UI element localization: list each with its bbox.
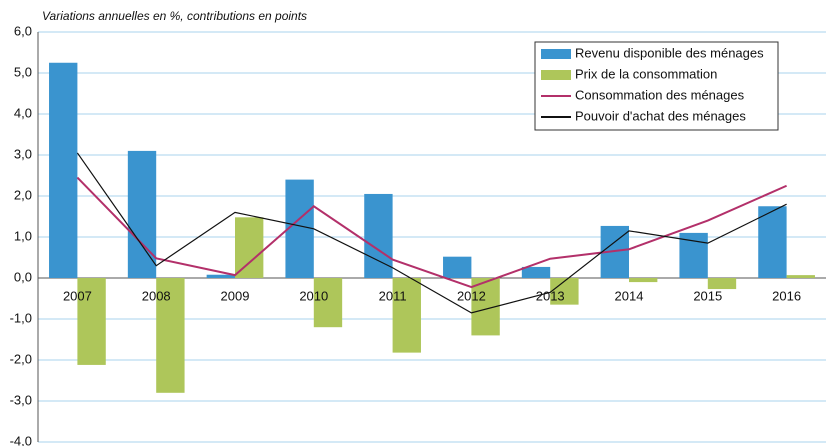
x-tick-label: 2007 (63, 288, 92, 303)
legend-label: Prix de la consommation (575, 66, 717, 81)
bar (443, 256, 472, 278)
bar (521, 266, 551, 278)
y-tick-label: -2,0 (10, 351, 32, 366)
x-tick-label: 2008 (142, 288, 171, 303)
legend-swatch (541, 49, 571, 59)
bar (392, 278, 421, 353)
bar (285, 179, 314, 278)
x-tick-label: 2011 (379, 288, 407, 303)
bar (707, 278, 737, 290)
x-tick-label: 2012 (457, 288, 486, 303)
x-tick-label: 2016 (772, 288, 801, 303)
line (76, 176, 788, 289)
legend-label: Consommation des ménages (575, 87, 745, 102)
y-tick-label: -1,0 (10, 310, 32, 325)
x-tick-label: 2010 (299, 288, 328, 303)
bar (364, 193, 393, 278)
line (76, 152, 787, 314)
y-tick-label: 0,0 (14, 269, 32, 284)
bar (758, 206, 787, 278)
bar (313, 278, 343, 328)
y-tick-label: 6,0 (14, 23, 32, 38)
y-tick-label: -4,0 (10, 433, 32, 446)
bar (786, 275, 815, 278)
x-tick-label: 2009 (221, 288, 250, 303)
legend-box (534, 41, 779, 131)
legend-swatch (541, 70, 571, 80)
x-tick-label: 2013 (536, 288, 565, 303)
x-tick-label: 2015 (693, 288, 722, 303)
y-tick-label: 4,0 (14, 105, 32, 120)
legend-label: Revenu disponible des ménages (575, 45, 764, 60)
bar (77, 278, 106, 365)
bar (156, 278, 185, 393)
y-tick-label: 1,0 (14, 228, 32, 243)
chart-subtitle: Variations annuelles en %, contributions… (42, 9, 307, 23)
y-tick-label: 3,0 (14, 146, 32, 161)
y-tick-label: -3,0 (10, 392, 32, 407)
legend-label: Pouvoir d'achat des ménages (575, 108, 746, 123)
bar (49, 62, 78, 278)
bar (206, 274, 235, 278)
bar (127, 150, 157, 278)
y-tick-label: 5,0 (14, 64, 32, 79)
x-tick-label: 2014 (615, 288, 644, 303)
bar (550, 278, 579, 305)
bar (629, 278, 658, 283)
bar (235, 217, 264, 278)
y-tick-label: 2,0 (14, 187, 32, 202)
